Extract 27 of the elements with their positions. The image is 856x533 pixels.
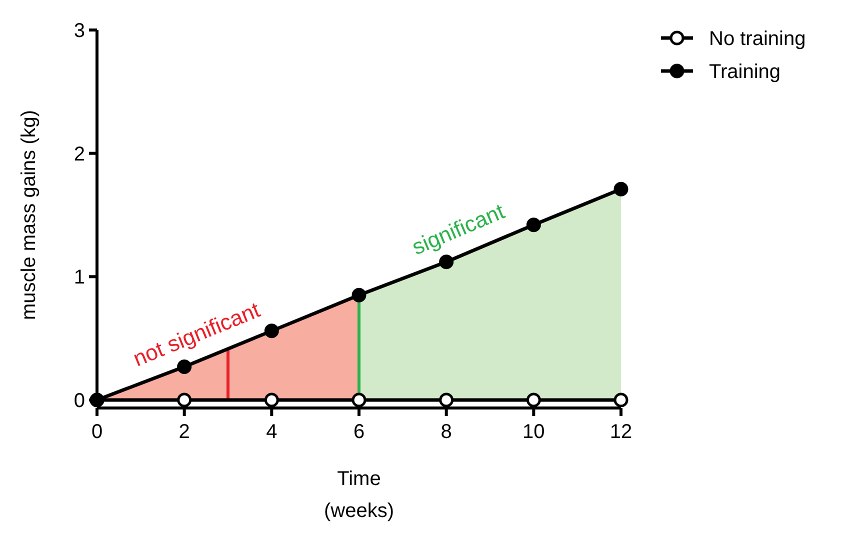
point: [614, 392, 628, 408]
y-tick-label: 1: [74, 266, 85, 289]
point: [526, 218, 541, 232]
legend-label: No training: [709, 28, 806, 50]
x-tick-label: 4: [266, 421, 278, 443]
x-tick-label: 6: [353, 421, 365, 443]
legend-label: Training: [709, 61, 781, 83]
x-tick-label: 8: [440, 421, 452, 443]
x-axis-title: Time (weeks): [324, 468, 394, 522]
point: [352, 392, 366, 408]
point: [177, 392, 192, 408]
point: [352, 288, 366, 302]
y-tick-label: 2: [74, 143, 85, 166]
y-tick-label: 3: [74, 20, 85, 42]
x-tick-label: 0: [91, 421, 103, 443]
y-tick-label: 0: [74, 390, 85, 412]
point: [439, 254, 454, 270]
x-tick-label: 2: [178, 421, 190, 443]
point: [526, 392, 541, 408]
point: [177, 359, 192, 374]
x-tick-label: 10: [522, 421, 545, 443]
point: [264, 324, 279, 338]
x-tick-label: 12: [610, 421, 632, 443]
point: [439, 392, 454, 408]
y-axis-title: muscle mass gains (kg): [18, 110, 40, 320]
point: [264, 392, 279, 408]
point: [614, 182, 628, 196]
